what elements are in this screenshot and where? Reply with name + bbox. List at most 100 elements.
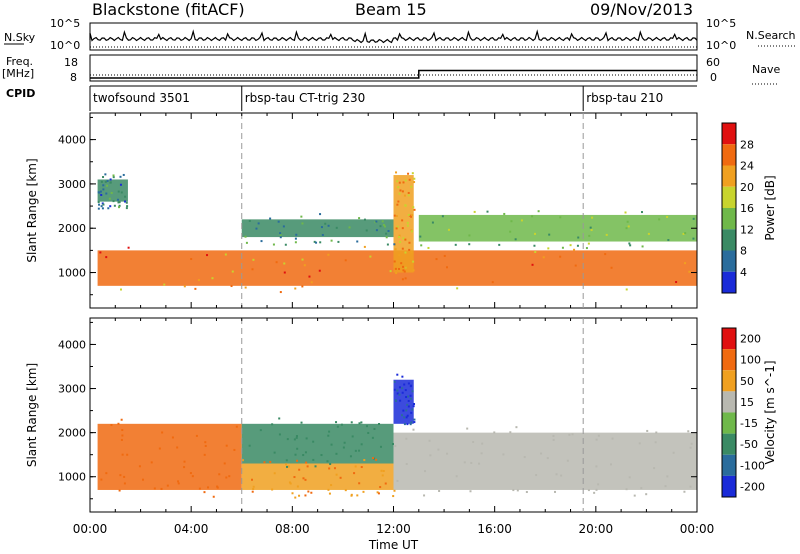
data-speckle: [106, 180, 109, 183]
data-speckle: [273, 451, 276, 454]
data-speckle: [218, 473, 221, 476]
data-speckle: [335, 473, 338, 476]
data-speckle: [365, 425, 368, 428]
station-title: Blackstone (fitACF): [92, 0, 245, 19]
colorbar-frame: [721, 327, 737, 498]
colorbar-swatch: [722, 250, 736, 272]
time-axis: 00:00 04:00 08:00 12:00 16:00 20:00 00:00 Time …: [73, 522, 715, 552]
data-speckle: [401, 247, 404, 250]
data-speckle: [351, 435, 354, 438]
data-speckle: [306, 465, 309, 468]
data-speckle: [380, 469, 383, 472]
data-speckle: [408, 214, 411, 217]
data-speckle: [105, 472, 108, 475]
data-speckle: [548, 233, 551, 236]
data-speckle: [409, 394, 412, 397]
data-speckle: [360, 466, 363, 469]
data-speckle: [300, 421, 303, 424]
data-speckle: [376, 491, 379, 494]
data-speckle: [561, 246, 564, 249]
data-speckle: [382, 223, 385, 226]
data-speckle: [302, 477, 305, 480]
data-speckle: [163, 283, 166, 286]
data-speckle: [313, 240, 316, 243]
data-speckle: [225, 476, 228, 479]
data-speckle: [360, 421, 363, 424]
data-speckle: [402, 265, 405, 268]
data-speckle: [664, 485, 667, 488]
data-speckle: [304, 478, 307, 481]
y-tick-label: 4000: [58, 338, 86, 351]
data-speckle: [255, 227, 258, 230]
data-speckle: [628, 476, 631, 479]
data-speckle: [401, 387, 404, 390]
data-speckle: [183, 460, 186, 463]
data-speckle: [408, 248, 411, 251]
data-speckle: [396, 389, 399, 392]
y-tick-label: 1000: [58, 471, 86, 484]
data-speckle: [100, 180, 103, 183]
data-speckle: [282, 225, 285, 228]
data-speckle: [407, 405, 410, 408]
data-speckle: [118, 204, 121, 207]
data-speckle: [397, 200, 400, 203]
data-speckle: [203, 453, 206, 456]
scatter-band: [241, 463, 394, 490]
data-speckle: [344, 489, 347, 492]
data-speckle: [692, 237, 695, 240]
data-speckle: [480, 452, 483, 455]
data-speckle: [385, 236, 388, 239]
data-speckle: [466, 427, 469, 430]
data-speckle: [640, 487, 643, 490]
colorbar-swatch: [722, 229, 736, 251]
data-speckle: [301, 258, 304, 261]
scatter-band: [393, 379, 414, 424]
data-speckle: [328, 430, 331, 433]
data-speckle: [463, 461, 466, 464]
data-speckle: [248, 444, 251, 447]
data-speckle: [278, 417, 281, 420]
data-speckle: [126, 205, 129, 208]
data-speckle: [344, 259, 347, 262]
data-speckle: [396, 392, 399, 395]
data-speckle: [406, 403, 409, 406]
data-speckle: [604, 253, 607, 256]
data-speckle: [595, 488, 598, 491]
data-speckle: [411, 172, 414, 175]
data-speckle: [689, 446, 692, 449]
data-speckle: [379, 445, 382, 448]
data-speckle: [410, 421, 413, 424]
data-speckle: [675, 281, 678, 284]
data-speckle: [546, 457, 549, 460]
data-speckle: [534, 232, 537, 235]
data-speckle: [289, 482, 292, 485]
data-speckle: [573, 248, 576, 251]
data-speckle: [625, 288, 628, 291]
data-speckle: [687, 430, 690, 433]
data-speckle: [99, 190, 102, 193]
data-speckle: [241, 459, 244, 462]
data-speckle: [138, 465, 141, 468]
colorbar-tick-label: 24: [740, 160, 754, 173]
data-speckle: [633, 494, 636, 497]
data-speckle: [396, 373, 399, 376]
data-speckle: [412, 428, 415, 431]
data-speckle: [509, 431, 512, 434]
data-speckle: [348, 226, 351, 229]
data-speckle: [406, 414, 409, 417]
data-speckle: [350, 421, 353, 424]
data-speckle: [404, 179, 407, 182]
data-speckle: [260, 240, 263, 243]
data-speckle: [301, 285, 304, 288]
data-speckle: [431, 221, 434, 224]
data-speckle: [312, 440, 315, 443]
data-speckle: [150, 461, 153, 464]
data-speckle: [336, 425, 339, 428]
data-speckle: [394, 267, 397, 270]
data-speckle: [124, 200, 127, 203]
data-speckle: [252, 258, 255, 261]
data-speckle: [397, 186, 400, 189]
data-speckle: [405, 437, 408, 440]
data-speckle: [398, 267, 401, 270]
data-speckle: [446, 452, 449, 455]
